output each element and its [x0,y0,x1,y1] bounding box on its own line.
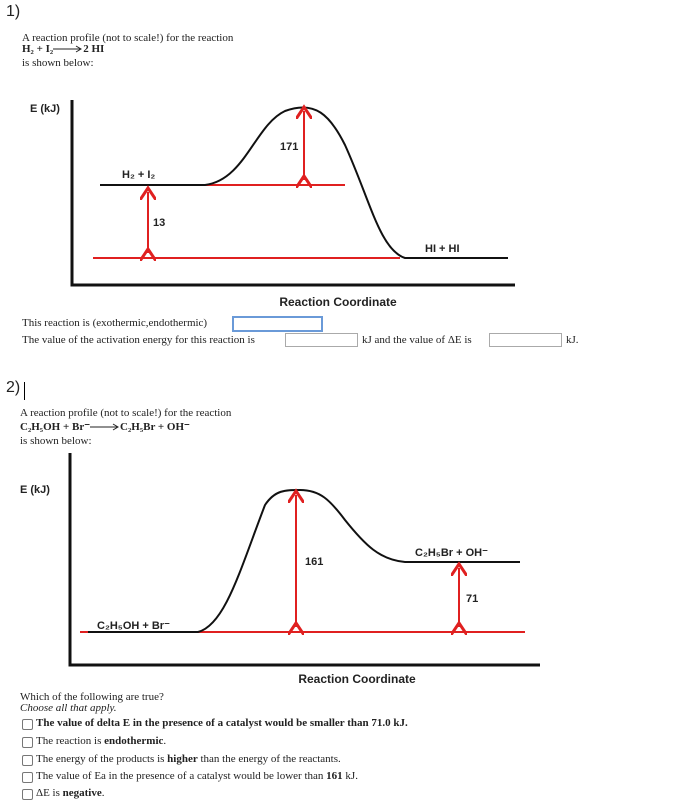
intro: A reaction profile (not to scale!) for t… [22,32,234,44]
checkbox[interactable] [22,737,33,748]
question-number: 1) [6,3,21,20]
checkbox[interactable] [22,755,33,766]
shown-text: is shown below: [20,435,92,447]
shown-text: is shown below: [22,57,94,69]
activation-label: 171 [280,141,298,153]
checkbox[interactable] [22,772,33,783]
option-part: kJ. [342,770,358,782]
arrow [90,424,119,431]
energy-curve [100,106,508,259]
option-part: ΔE is [36,787,63,799]
option-part: than the energy of the reactants. [197,753,341,765]
option-part: higher [167,753,198,765]
question-number: 2) [6,379,21,396]
reaction-left: H₂ + I₂ [22,43,54,55]
activation-label: 161 [305,556,323,568]
products-label: C₂H₅Br + OH⁻ [415,547,488,559]
intro: A reaction profile (not to scale!) for t… [20,407,232,419]
checkbox[interactable] [22,719,33,730]
sentence: kJ and the value of ΔE is [362,334,472,346]
option-text: The value of delta E in the presence of … [36,717,408,730]
option-part: The energy of the products is [36,753,168,765]
energy-curve [88,488,520,633]
sentence: The value of the activation energy for t… [22,334,255,346]
checkbox[interactable] [22,789,33,800]
y-axis-label: E (kJ) [30,103,60,115]
option-text: The value of Ea in the presence of a cat… [36,770,358,783]
reaction-right: 2 HI [83,43,105,55]
answer-input[interactable] [489,333,562,347]
diagram: E (kJ) H₂ + I₂ HI + HI 171 13 Reaction C… [30,100,515,309]
reactants-label: H₂ + I₂ [122,169,155,181]
prompt: Which of the following are true? [20,691,164,703]
option-part: endothermic [104,735,164,747]
reaction-right: C₂H₅Br + OH⁻ [120,421,190,433]
delta-label: 71 [466,593,478,605]
cursor [24,382,25,400]
products-label: HI + HI [425,243,460,255]
reaction-left: C₂H₅OH + Br⁻ [20,421,91,433]
instruction: Choose all that apply. [20,702,117,714]
option-part: The reaction is [36,735,105,747]
option-text: ΔE is negative. [36,787,105,800]
sentence: kJ. [566,334,579,346]
sentence: This reaction is (exothermic,endothermic… [22,317,208,329]
reaction: C₂H₅OH + Br⁻ C₂H₅Br + OH⁻ [20,421,190,434]
diagram: E (kJ) C₂H₅OH + Br⁻ C₂H₅Br + OH⁻ 161 71 … [20,453,540,686]
option-part: The value of delta E in the presence of … [36,717,408,729]
x-axis-label: Reaction Coordinate [298,672,416,686]
option-part: . [101,787,105,799]
option-text: The energy of the products is higher tha… [36,753,341,766]
option-part: negative [62,787,102,799]
x-axis-label: Reaction Coordinate [279,295,397,309]
option-text: The reaction is endothermic. [36,735,166,748]
delta-label: 13 [153,217,165,229]
option-part: . [163,735,167,747]
arrow [53,46,83,53]
reaction: H₂ + I₂ 2 HI [22,43,104,56]
y-axis-label: E (kJ) [20,484,50,496]
option-part: 161 [326,770,343,782]
answer-input[interactable] [285,333,358,347]
answer-input[interactable] [232,316,323,332]
option-part: The value of Ea in the presence of a cat… [36,770,327,782]
reactants-label: C₂H₅OH + Br⁻ [97,620,170,632]
axes [70,100,515,287]
axes [68,453,540,667]
